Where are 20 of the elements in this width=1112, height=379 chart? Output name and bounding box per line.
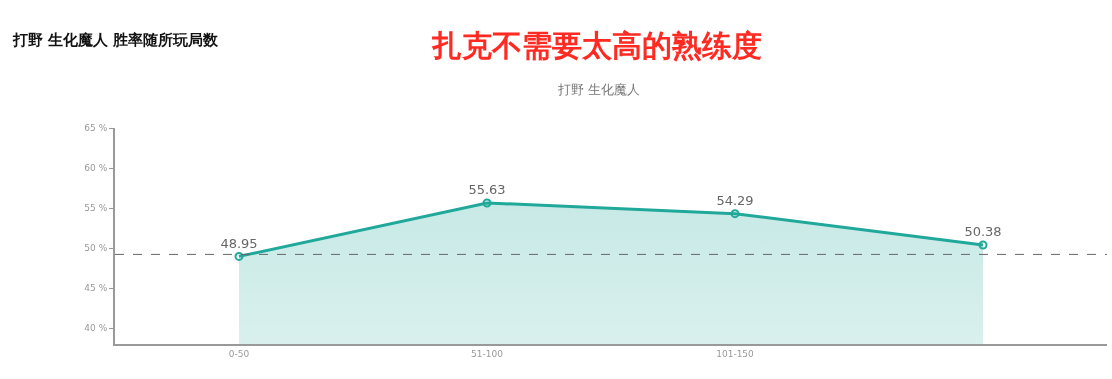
x-tick-label: 51-100 xyxy=(471,348,504,359)
y-tick-label: 65 % xyxy=(84,123,108,134)
chart-title: 扎克不需要太高的熟练度 xyxy=(431,27,762,63)
point xyxy=(978,240,988,250)
y-tick-label: 45 % xyxy=(84,283,108,294)
chart-subtitle: 打野 生化魔人 xyxy=(557,82,641,97)
data-label: 50.38 xyxy=(964,224,1002,240)
point xyxy=(234,251,244,261)
y-tick-label: 60 % xyxy=(84,163,108,174)
data-label: 54.29 xyxy=(716,193,754,209)
y-tick-label: 50 % xyxy=(84,243,108,254)
point xyxy=(482,198,492,208)
y-tick-label: 55 % xyxy=(84,203,108,214)
data-label: 48.95 xyxy=(220,235,258,251)
y-tick-label: 40 % xyxy=(84,323,108,334)
point xyxy=(730,209,740,219)
text: 打野 生化魔人 胜率随所玩局数 xyxy=(12,31,220,49)
x-tick-label: 0-50 xyxy=(228,348,250,359)
data-label: 55.63 xyxy=(468,182,506,198)
x-tick-label: 101-150 xyxy=(716,348,755,359)
